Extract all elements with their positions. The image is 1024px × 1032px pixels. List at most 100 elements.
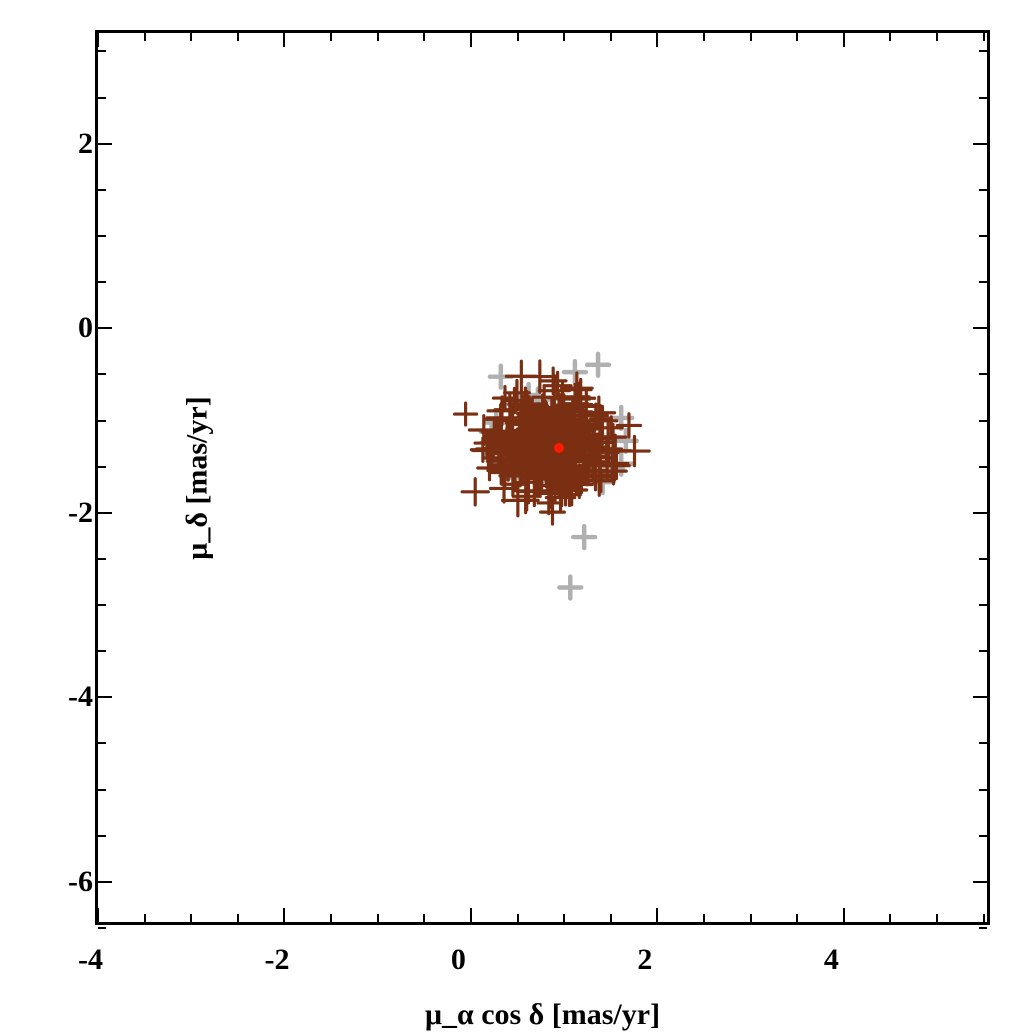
cluster-member-marker[interactable]	[515, 464, 538, 487]
cluster-member-marker[interactable]	[541, 459, 564, 482]
cluster-member-marker[interactable]	[604, 453, 630, 479]
cluster-member-marker[interactable]	[586, 464, 612, 490]
cluster-member-marker[interactable]	[522, 404, 544, 426]
cluster-member-marker[interactable]	[525, 439, 546, 460]
cluster-member-marker[interactable]	[584, 404, 607, 427]
cluster-member-marker[interactable]	[564, 412, 595, 443]
cluster-member-marker[interactable]	[579, 439, 602, 462]
cluster-member-marker[interactable]	[524, 405, 551, 432]
cluster-member-marker[interactable]	[516, 431, 545, 460]
cluster-member-marker[interactable]	[478, 456, 501, 479]
cluster-member-marker[interactable]	[564, 465, 595, 496]
cluster-member-marker[interactable]	[526, 422, 550, 446]
cluster-member-marker[interactable]	[524, 432, 544, 452]
cluster-member-marker[interactable]	[512, 443, 537, 468]
cluster-member-marker[interactable]	[518, 437, 541, 460]
cluster-member-marker[interactable]	[565, 466, 593, 494]
cluster-member-marker[interactable]	[488, 457, 515, 484]
cluster-member-marker[interactable]	[489, 450, 518, 479]
cluster-member-marker[interactable]	[567, 412, 595, 440]
cluster-member-marker[interactable]	[537, 418, 558, 439]
cluster-member-marker[interactable]	[512, 429, 534, 451]
cluster-member-marker[interactable]	[544, 394, 573, 423]
cluster-member-marker[interactable]	[542, 405, 572, 435]
cluster-member-marker[interactable]	[564, 383, 594, 413]
cluster-member-marker[interactable]	[484, 443, 513, 472]
cluster-member-marker[interactable]	[566, 451, 586, 471]
cluster-member-marker[interactable]	[574, 457, 601, 484]
cluster-member-marker[interactable]	[551, 416, 574, 439]
cluster-member-marker[interactable]	[588, 431, 611, 454]
field-star-marker[interactable]	[481, 421, 503, 443]
cluster-member-marker[interactable]	[512, 433, 533, 454]
cluster-member-marker[interactable]	[524, 449, 555, 480]
cluster-member-marker[interactable]	[549, 395, 578, 424]
cluster-member-marker[interactable]	[582, 458, 607, 483]
cluster-member-marker[interactable]	[554, 419, 575, 440]
cluster-member-marker[interactable]	[469, 416, 498, 445]
cluster-member-marker[interactable]	[499, 436, 525, 462]
field-star-marker[interactable]	[508, 393, 530, 415]
cluster-member-marker[interactable]	[473, 435, 504, 466]
cluster-member-marker[interactable]	[548, 461, 577, 490]
cluster-member-marker[interactable]	[570, 469, 594, 493]
cluster-member-marker[interactable]	[518, 434, 540, 456]
cluster-member-marker[interactable]	[534, 461, 562, 489]
cluster-member-marker[interactable]	[554, 418, 581, 445]
cluster-member-marker[interactable]	[532, 435, 557, 460]
cluster-member-marker[interactable]	[514, 438, 539, 463]
cluster-member-marker[interactable]	[545, 466, 570, 491]
cluster-member-marker[interactable]	[516, 446, 538, 468]
cluster-member-marker[interactable]	[484, 427, 510, 453]
cluster-member-marker[interactable]	[572, 445, 601, 474]
cluster-member-marker[interactable]	[462, 479, 488, 505]
cluster-member-marker[interactable]	[534, 444, 555, 465]
cluster-member-marker[interactable]	[506, 440, 535, 469]
cluster-member-marker[interactable]	[555, 406, 581, 432]
cluster-member-marker[interactable]	[557, 455, 582, 480]
cluster-member-marker[interactable]	[507, 416, 537, 446]
cluster-member-marker[interactable]	[510, 428, 542, 460]
cluster-member-marker[interactable]	[531, 446, 555, 470]
cluster-member-marker[interactable]	[513, 483, 540, 510]
cluster-member-marker[interactable]	[516, 430, 546, 460]
cluster-member-marker[interactable]	[506, 429, 529, 452]
cluster-member-marker[interactable]	[529, 439, 552, 462]
cluster-member-marker[interactable]	[544, 372, 571, 399]
cluster-member-marker[interactable]	[597, 448, 628, 479]
cluster-member-marker[interactable]	[505, 380, 530, 405]
cluster-member-marker[interactable]	[538, 399, 565, 426]
cluster-member-marker[interactable]	[550, 407, 577, 434]
field-star-marker[interactable]	[485, 412, 507, 434]
cluster-member-marker[interactable]	[549, 428, 579, 458]
cluster-member-marker[interactable]	[535, 453, 562, 480]
cluster-member-marker[interactable]	[585, 456, 616, 487]
cluster-member-marker[interactable]	[527, 430, 550, 453]
field-star-marker[interactable]	[518, 384, 540, 406]
cluster-member-marker[interactable]	[554, 465, 586, 497]
field-star-marker[interactable]	[592, 471, 614, 493]
cluster-member-marker[interactable]	[565, 420, 590, 445]
cluster-member-marker[interactable]	[517, 451, 538, 472]
cluster-member-marker[interactable]	[540, 419, 560, 439]
cluster-member-marker[interactable]	[517, 480, 539, 502]
cluster-member-marker[interactable]	[523, 441, 552, 470]
cluster-member-marker[interactable]	[487, 404, 515, 432]
cluster-member-marker[interactable]	[567, 420, 596, 449]
cluster-member-marker[interactable]	[495, 419, 520, 444]
cluster-member-marker[interactable]	[538, 453, 561, 476]
cluster-member-marker[interactable]	[555, 471, 576, 492]
cluster-member-marker[interactable]	[506, 361, 536, 391]
cluster-member-marker[interactable]	[560, 414, 589, 443]
cluster-member-marker[interactable]	[544, 424, 565, 445]
cluster-member-marker[interactable]	[551, 408, 572, 429]
cluster-member-marker[interactable]	[530, 411, 551, 432]
cluster-member-marker[interactable]	[559, 456, 584, 481]
cluster-member-marker[interactable]	[570, 401, 592, 423]
cluster-member-marker[interactable]	[498, 405, 528, 435]
cluster-member-marker[interactable]	[563, 391, 588, 416]
cluster-member-marker[interactable]	[571, 410, 599, 438]
cluster-member-marker[interactable]	[488, 397, 516, 425]
cluster-member-marker[interactable]	[522, 436, 552, 466]
cluster-member-marker[interactable]	[512, 418, 543, 449]
